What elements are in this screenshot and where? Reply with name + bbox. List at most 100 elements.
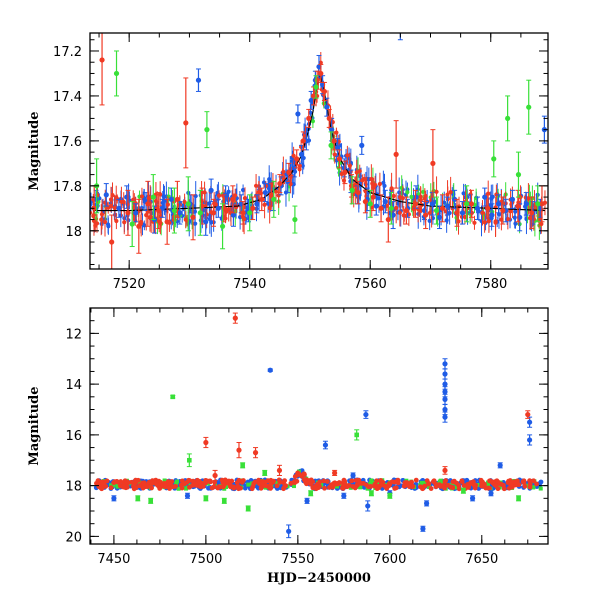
data-point-red [273, 189, 279, 194]
data-point-red [317, 479, 323, 485]
data-point-blue [527, 419, 533, 425]
data-point-blue [116, 205, 122, 211]
data-point-red [454, 210, 460, 216]
data-point-red [442, 467, 448, 474]
data-point-red [212, 201, 217, 206]
data-point-green [262, 470, 268, 476]
data-point-red [239, 478, 245, 484]
data-point-green [367, 201, 373, 207]
data-point-red [329, 482, 334, 488]
data-point-blue [133, 210, 139, 216]
data-point-blue [298, 151, 305, 157]
data-point-red [445, 192, 450, 197]
data-point-blue [322, 442, 329, 448]
top-panel-zoom: 7520 7540 7560 7580 17.2 17.4 17.6 17.8 18 Magni… [27, 32, 549, 292]
data-point-red [355, 189, 361, 196]
x-tick-label: 7540 [233, 277, 266, 292]
data-point-red [394, 205, 399, 211]
data-point-red [422, 196, 427, 201]
data-point-red [100, 485, 105, 490]
data-point-red [114, 195, 119, 200]
data-point-blue [523, 201, 529, 207]
data-point-red [534, 481, 539, 487]
data-point-red [321, 478, 327, 484]
data-point-green [515, 172, 522, 178]
data-point-red [397, 210, 402, 215]
data-point-green [240, 463, 245, 468]
data-point-red [104, 478, 110, 484]
data-point-blue [381, 180, 386, 185]
data-point-green [421, 189, 426, 195]
data-point-red [240, 210, 246, 216]
data-point-red [145, 201, 151, 207]
y-tick-label: 20 [65, 530, 82, 545]
top-panel-ylabel: Magnitude [27, 111, 42, 190]
data-point-red [171, 217, 176, 222]
data-point-red [187, 478, 192, 483]
data-point-red [198, 484, 204, 490]
data-point-green [486, 483, 491, 488]
data-point-green [369, 490, 374, 496]
data-point-red [108, 197, 114, 202]
data-point-green [348, 485, 353, 490]
data-point-red [270, 479, 276, 485]
data-point-blue [490, 194, 495, 200]
data-point-red [417, 207, 422, 213]
data-point-red [165, 479, 171, 484]
bottom-panel-ylabel: Magnitude [27, 386, 42, 465]
data-point-blue [265, 201, 271, 206]
data-point-red [325, 479, 330, 484]
data-point-red [353, 477, 359, 483]
plot-area [90, 33, 548, 269]
data-point-green [369, 478, 374, 483]
data-point-green [370, 480, 375, 485]
data-point-red [332, 470, 338, 476]
x-tick-label: 7600 [373, 552, 406, 567]
data-point-green [148, 498, 153, 504]
data-point-green [354, 432, 360, 438]
data-point-red [131, 486, 137, 492]
data-point-red [308, 481, 314, 487]
data-point-red [527, 215, 533, 221]
data-point-red [470, 479, 476, 485]
data-point-red [263, 483, 268, 489]
data-point-blue [442, 381, 448, 387]
data-point-red [268, 192, 274, 198]
data-point-red [166, 485, 172, 491]
data-point-red [297, 163, 302, 168]
data-point-red [306, 115, 312, 122]
data-point-green [368, 482, 373, 487]
data-point-red [348, 183, 355, 189]
data-point-red [174, 196, 180, 202]
data-point-red [258, 485, 264, 491]
data-point-red [268, 485, 274, 491]
data-point-red [165, 202, 170, 207]
data-point-green [358, 485, 363, 490]
data-point-blue [301, 155, 306, 161]
data-point-green [175, 479, 180, 484]
y-tick-label: 12 [65, 327, 82, 342]
data-point-red [303, 479, 308, 485]
x-tick-label: 7560 [354, 277, 387, 292]
x-tick-label: 7550 [281, 552, 314, 567]
top-panel-frame [89, 32, 549, 270]
plot-area [93, 312, 544, 539]
data-point-red [527, 481, 533, 487]
data-point-green [162, 478, 167, 483]
data-point-blue [442, 371, 448, 377]
data-point-red [459, 478, 465, 484]
data-point-blue [203, 219, 209, 225]
data-point-red [385, 216, 391, 223]
data-point-red [354, 170, 359, 175]
data-point-green [204, 127, 210, 133]
data-point-red [322, 485, 327, 491]
data-point-red [277, 180, 283, 187]
data-point-red [121, 199, 126, 205]
data-point-red [525, 411, 531, 418]
data-point-red [139, 194, 145, 199]
data-point-red [274, 483, 280, 489]
y-tick-label: 16 [65, 429, 82, 444]
data-point-green [388, 205, 394, 211]
data-point-red [370, 194, 376, 200]
data-point-blue [513, 209, 518, 214]
